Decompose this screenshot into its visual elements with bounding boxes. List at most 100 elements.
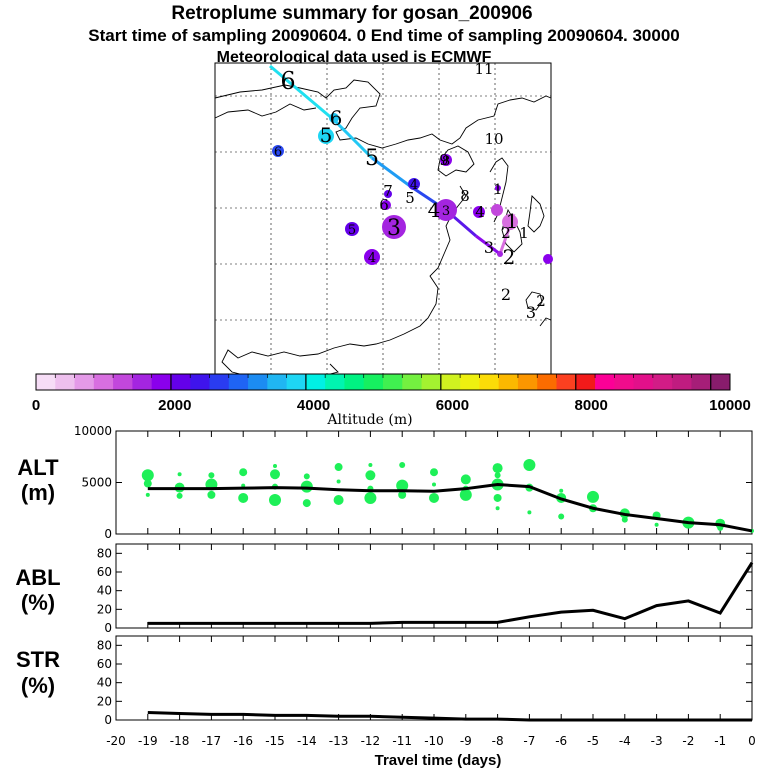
mean-altitude-line — [147, 483, 753, 533]
trajectory-labels: 6 6 5 5 4 3 2 1 11 10 9 8 7 6 5 4 3 2 1 … — [280, 60, 545, 322]
altitude-point — [495, 506, 500, 511]
altitude-point — [368, 462, 373, 467]
cluster-markers — [272, 113, 553, 265]
altitude-point — [208, 472, 215, 479]
colorbar-swatch — [113, 374, 133, 390]
colorbar-swatch — [633, 374, 654, 390]
x-tick-label: -12 — [361, 734, 381, 748]
trajectory-day-label: 5 — [405, 189, 415, 207]
x-tick-label: -7 — [523, 734, 535, 748]
trajectory-day-label: 4 — [475, 203, 485, 221]
colorbar-swatch — [286, 374, 307, 390]
trajectory-day-label: 1 — [506, 209, 519, 233]
colorbar-swatch — [440, 374, 461, 390]
altitude-point — [429, 492, 439, 503]
altitude-point — [558, 513, 565, 520]
y-tick-label: 60 — [97, 657, 112, 671]
y-tick-label: 80 — [97, 546, 112, 560]
cluster-dot — [382, 215, 406, 239]
colorbar-swatch — [652, 374, 673, 390]
colorbar-swatch — [691, 374, 712, 390]
altitude-point — [527, 510, 532, 515]
cluster-dot — [491, 204, 503, 216]
panel-frame — [115, 635, 753, 721]
colorbar-swatch — [267, 374, 288, 390]
trajectory-day-label: 3 — [484, 238, 494, 257]
altitude-point — [141, 469, 154, 482]
altitude-point — [336, 479, 341, 484]
colorbar-swatch — [228, 374, 249, 390]
cluster-dot — [329, 113, 339, 123]
x-tick-label: -2 — [682, 734, 694, 748]
altitude-point — [396, 479, 409, 492]
colorbar-swatch — [556, 374, 577, 390]
colorbar-swatch — [151, 374, 172, 390]
trajectory-day-label: 6 — [280, 67, 295, 95]
cluster-dot — [318, 128, 334, 144]
cluster-dot — [502, 214, 518, 230]
y-tick-label: 0 — [104, 713, 112, 727]
altitude-point — [269, 494, 281, 507]
colorbar-swatch — [344, 374, 365, 390]
cluster-dot — [497, 251, 503, 257]
y-tick-label: 0 — [104, 621, 112, 635]
alt-panel-unit: (m) — [21, 480, 55, 505]
abl-panel: 80 60 40 20 0 — [97, 543, 754, 635]
x-tick-label: -1 — [714, 734, 726, 748]
cluster-number: 8 — [442, 154, 450, 169]
colorbar-swatch — [672, 374, 692, 390]
trajectory-day-label: 1 — [519, 224, 529, 242]
y-tick-label: 0 — [104, 527, 112, 541]
cluster-dot — [440, 154, 452, 166]
altitude-point — [303, 473, 310, 480]
met-data-note: Meteorological data used is ECMWF — [217, 49, 492, 66]
x-tick-label: -10 — [424, 734, 444, 748]
trajectory-day-label: 7 — [383, 182, 393, 200]
colorbar-swatch — [93, 374, 114, 390]
cluster-dot — [408, 178, 420, 190]
altitude-point — [492, 463, 503, 474]
cluster-dot — [495, 185, 501, 191]
x-tick-label: -9 — [460, 734, 472, 748]
colorbar-swatch — [170, 374, 191, 390]
altitude-point — [177, 472, 182, 477]
colorbar-swatch — [325, 374, 345, 390]
altitude-point — [559, 488, 564, 493]
altitude-point — [207, 490, 216, 499]
x-tick-label: -16 — [233, 734, 253, 748]
x-tick-label: -17 — [202, 734, 222, 748]
cluster-number: 5 — [348, 223, 356, 238]
altitude-point — [523, 458, 536, 471]
trajectory-day-label: 2 — [501, 224, 511, 242]
altitude-colorbar: 0 2000 4000 6000 8000 10000 — [32, 373, 751, 414]
colorbar-swatch — [36, 374, 56, 390]
str-line — [147, 711, 752, 722]
trajectory-day-label: 4 — [428, 198, 441, 222]
colorbar-swatch — [209, 374, 230, 390]
cluster-number: 4 — [410, 178, 418, 193]
trajectory-day-label: 2 — [501, 285, 511, 304]
abl-panel-label: ABL — [15, 565, 60, 590]
colorbar-swatch — [595, 374, 615, 390]
x-tick-label: -19 — [138, 734, 158, 748]
colorbar-swatch — [498, 374, 519, 390]
colorbar-swatch — [517, 374, 538, 390]
y-tick-label: 20 — [97, 602, 112, 616]
colorbar-swatch — [614, 374, 635, 390]
altitude-point — [143, 479, 152, 488]
trajectory-segment — [269, 64, 335, 122]
altitude-point — [273, 464, 277, 469]
colorbar-swatch — [575, 374, 596, 390]
trajectory-day-label: 9 — [439, 151, 449, 169]
colorbar-tick-label: 2000 — [158, 397, 191, 414]
altitude-point — [145, 492, 150, 497]
altitude-point — [654, 522, 659, 527]
cluster-dot — [272, 145, 284, 157]
y-tick-label: 5000 — [81, 476, 112, 490]
cluster-dot — [345, 222, 359, 236]
altitude-point — [364, 491, 377, 504]
x-axis-title: Travel time (days) — [375, 752, 502, 768]
cluster-dot — [384, 190, 392, 198]
altitude-point — [334, 463, 343, 472]
colorbar-swatch — [305, 374, 326, 390]
